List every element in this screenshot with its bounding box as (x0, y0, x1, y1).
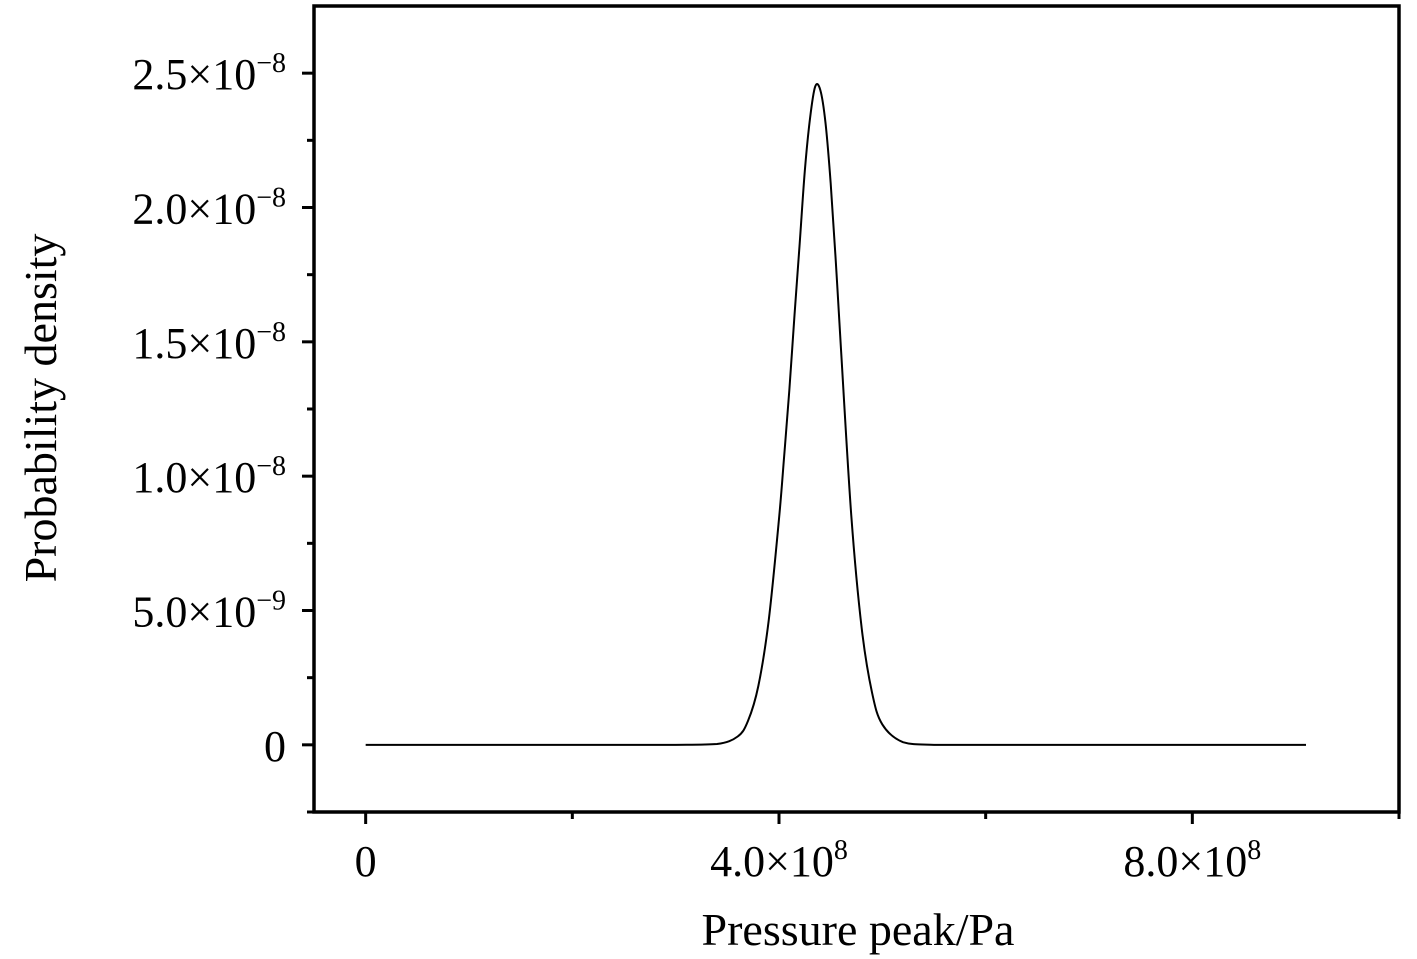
x-tick-label: 0 (355, 837, 377, 886)
y-tick-label: 1.5×10−8 (132, 317, 286, 368)
x-tick-label: 4.0×108 (710, 835, 848, 886)
y-axis-title: Probability density (15, 234, 66, 583)
y-tick-label: 1.0×10−8 (132, 451, 286, 502)
plot-frame (312, 4, 1401, 814)
series-line (365, 83, 1306, 746)
x-ticks: 0 4.0×108 8.0×108 (355, 812, 1401, 886)
y-tick-label: 2.5×10−8 (132, 48, 286, 99)
y-tick-label: 5.0×10−9 (132, 586, 286, 637)
y-tick-label: 0 (264, 722, 286, 771)
series-layer (365, 83, 1306, 746)
y-tick-label: 2.0×10−8 (132, 183, 286, 234)
x-axis-title: Pressure peak/Pa (702, 904, 1015, 955)
x-tick-label: 8.0×108 (1123, 835, 1261, 886)
y-ticks: 0 5.0×10−9 1.0×10−8 1.5×10−8 2.0×10−8 2.5×10−… (132, 48, 314, 814)
